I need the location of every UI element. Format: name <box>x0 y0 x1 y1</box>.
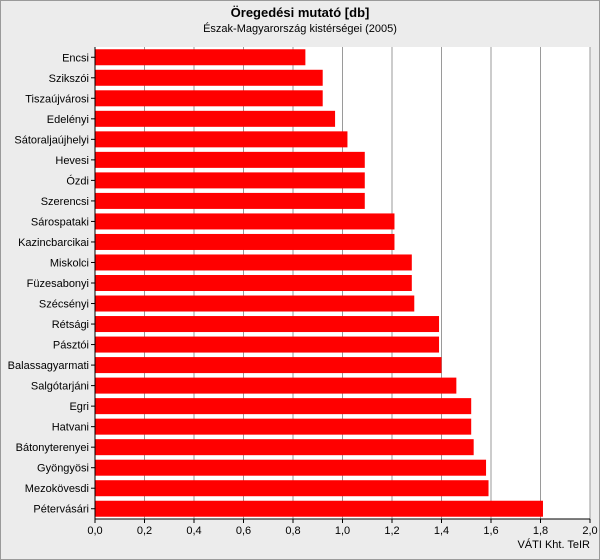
chart-subtitle: Észak-Magyarország kistérségei (2005) <box>203 23 397 35</box>
category-label: Hevesi <box>55 155 89 167</box>
bar <box>95 233 395 250</box>
x-tick-label: 1,6 <box>483 525 498 537</box>
bar <box>95 500 543 517</box>
category-label: Egri <box>69 401 89 413</box>
category-label: Mezokövesdi <box>25 483 89 495</box>
category-label: Pásztói <box>53 340 89 352</box>
category-label: Sárospataki <box>31 216 89 228</box>
category-label: Gyöngyösi <box>37 463 89 475</box>
category-labels: Encsi Szikszói Tiszaújvárosi Edelényi Sátora… <box>8 52 95 516</box>
chart-title: Öregedési mutató [db] <box>230 5 370 20</box>
category-label: Szécsényi <box>39 299 89 311</box>
bar <box>95 254 412 271</box>
x-tick-label: 0,4 <box>186 525 201 537</box>
bar <box>95 110 336 127</box>
x-tick-label: 1,4 <box>434 525 449 537</box>
bar <box>95 377 457 394</box>
category-label: Balassagyarmati <box>8 360 89 372</box>
bar <box>95 69 323 86</box>
bar <box>95 439 474 456</box>
x-tick-label: 0,0 <box>87 525 102 537</box>
bar <box>95 336 440 353</box>
category-label: Encsi <box>62 52 89 64</box>
category-label: Kazincbarcikai <box>18 237 89 249</box>
category-label: Rétsági <box>52 319 89 331</box>
bar <box>95 295 415 312</box>
x-tick-label: 0,6 <box>236 525 251 537</box>
category-label: Ózdi <box>66 174 89 187</box>
bars <box>95 49 543 517</box>
bar <box>95 316 440 333</box>
category-label: Tiszaújvárosi <box>25 93 89 105</box>
x-tick-label: 1,0 <box>335 525 350 537</box>
bar <box>95 274 412 292</box>
category-label: Sátoraljaújhelyi <box>14 134 89 146</box>
category-label: Füzesabonyi <box>27 278 89 290</box>
x-tick-label: 2,0 <box>582 525 597 537</box>
category-label: Bátonyterenyei <box>16 442 89 454</box>
bar <box>95 357 442 374</box>
bar <box>95 131 348 148</box>
bar <box>95 459 487 476</box>
bar <box>95 151 365 168</box>
category-label: Szerencsi <box>41 196 89 208</box>
bar <box>95 192 365 209</box>
bar <box>95 213 395 230</box>
category-label: Pétervásári <box>33 504 89 516</box>
bar <box>95 172 365 189</box>
source-label: VÁTI Kht. TeIR <box>517 539 590 551</box>
x-tick-label: 1,8 <box>533 525 548 537</box>
bar <box>95 90 323 107</box>
category-label: Szikszói <box>49 73 89 85</box>
bar <box>95 49 306 66</box>
category-label: Hatvani <box>52 422 89 434</box>
bar <box>95 398 472 415</box>
category-label: Salgótarjáni <box>31 381 89 393</box>
bar <box>95 480 489 497</box>
x-axis-ticks: 0,0 0,2 0,4 0,6 0,8 1,0 1,2 1,4 1,6 1,8 2,0 <box>87 519 598 537</box>
category-label: Edelényi <box>47 114 89 126</box>
category-label: Miskolci <box>50 257 89 269</box>
x-tick-label: 0,2 <box>137 525 152 537</box>
bar <box>95 418 472 435</box>
x-tick-label: 1,2 <box>384 525 399 537</box>
x-tick-label: 0,8 <box>285 525 300 537</box>
